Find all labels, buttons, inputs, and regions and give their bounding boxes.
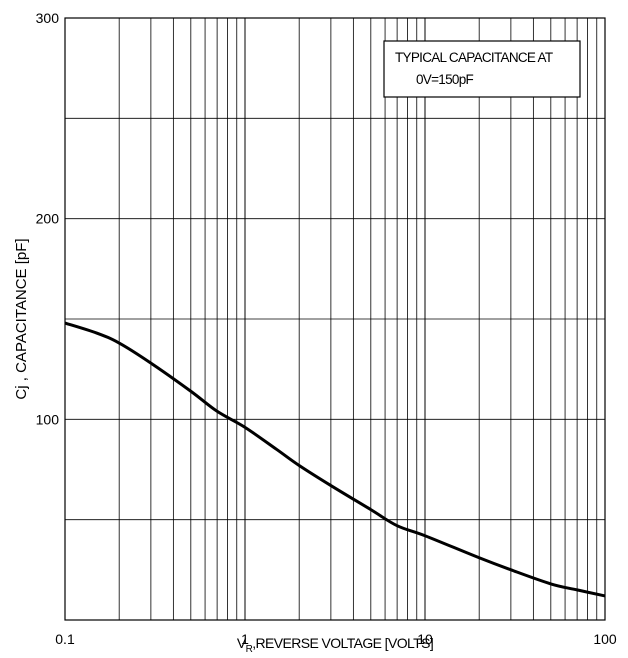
x-tick-label: 1 [241, 631, 249, 647]
y-axis-label: Cj , CAPACITANCE [pF] [13, 238, 30, 399]
tick-labels: 0.1 1 10 100 100 200 300 [36, 10, 617, 647]
x-tick-label: 100 [593, 631, 617, 647]
plot-area-frame [64, 17, 606, 621]
y-tick-label: 100 [36, 411, 60, 427]
annotation-frame [383, 40, 581, 98]
annotation-box: TYPICAL CAPACITANCE AT 0V=150pF [383, 40, 581, 98]
x-axis-label-subscript: R [246, 644, 253, 655]
annotation-line-1: TYPICAL CAPACITANCE AT [395, 50, 553, 65]
grid-lines [65, 18, 605, 620]
y-tick-label: 200 [36, 211, 60, 227]
annotation-line-2: 0V=150pF [416, 72, 474, 87]
x-tick-label: 0.1 [55, 631, 75, 647]
x-axis-label-symbol: V [237, 635, 247, 651]
capacitance-curve [64, 321, 606, 598]
x-tick-label: 10 [417, 631, 433, 647]
y-tick-label: 300 [36, 10, 60, 26]
x-axis-label: VR,REVERSE VOLTAGE [VOLTS] [237, 635, 433, 655]
x-axis-label-text: ,REVERSE VOLTAGE [VOLTS] [252, 635, 433, 651]
